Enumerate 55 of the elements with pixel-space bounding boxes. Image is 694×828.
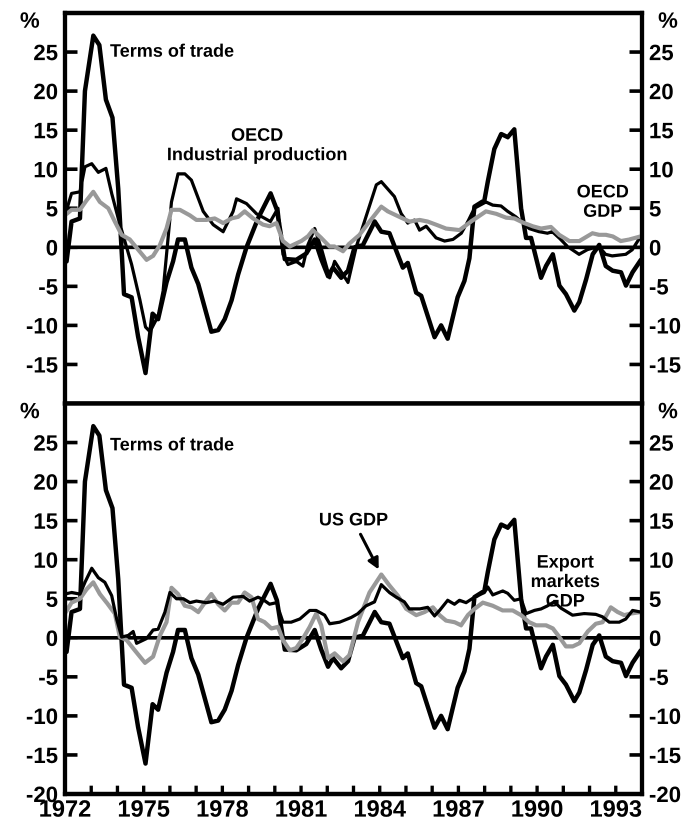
y-tick-label: 10 (34, 162, 58, 178)
y-tick-label: 5 (46, 592, 58, 608)
y-tick-label: 25 (34, 435, 58, 451)
y2-tick-label: -5 (650, 670, 668, 686)
y-tick-label: -15 (26, 748, 58, 764)
y2-tick-label: 5 (650, 592, 661, 608)
y2-tick-label: 20 (650, 84, 673, 100)
x-tick-label: 1981 (276, 800, 327, 817)
x-tick-label: 1975 (118, 800, 170, 817)
text: US GDP (320, 512, 388, 526)
y-tick-label: -10 (26, 708, 58, 724)
y-tick-label: 5 (46, 201, 58, 217)
y-tick-label: -10 (26, 318, 58, 334)
y-tick-label: 0 (46, 630, 58, 646)
y-tick-label: -5 (39, 279, 58, 295)
y-tick-label: 0 (46, 240, 58, 256)
y2-tick-label: -15 (650, 748, 680, 764)
x-tick-label: 1972 (40, 800, 90, 817)
y-axis-title: % (20, 12, 40, 28)
y2-tick-label: -20 (650, 786, 680, 802)
y2-tick-label: 20 (650, 474, 673, 490)
y-tick-label: 15 (34, 122, 58, 138)
y-tick-label: 15 (34, 513, 58, 529)
y-tick-label: -20 (26, 786, 58, 802)
series-label: Terms of trade (110, 44, 234, 57)
x-tick-label: 1993 (591, 800, 642, 817)
y2-tick-label: 25 (650, 44, 674, 60)
series-label: OECD Industrial production (168, 128, 346, 164)
series-label: Terms of trade (110, 437, 234, 451)
x-tick-label: 1984 (354, 800, 406, 817)
y-tick-label: -5 (39, 670, 58, 686)
y2-tick-label: -10 (650, 318, 680, 334)
y2-tick-label: 10 (650, 552, 673, 568)
y2-tick-label: 10 (650, 162, 673, 178)
y2-tick-label: 0 (650, 630, 660, 646)
y-tick-label: 25 (34, 44, 58, 60)
y2-tick-label: 25 (650, 435, 674, 451)
y2-tick-label: 15 (650, 513, 674, 529)
y2-tick-label: 5 (650, 201, 661, 217)
y-tick-label: 10 (34, 552, 58, 568)
y-tick-label: -15 (26, 357, 58, 373)
y2-axis-title: % (658, 402, 678, 418)
x-tick-label: 1978 (198, 800, 248, 817)
y2-axis-title: % (658, 12, 678, 28)
y-tick-label: 20 (34, 474, 58, 490)
y-tick-label: 20 (34, 84, 58, 100)
y2-tick-label: 0 (650, 240, 660, 256)
y2-tick-label: -5 (650, 279, 668, 295)
x-tick-label: 1987 (434, 800, 484, 817)
series-label: OECD GDP (577, 184, 628, 217)
y-axis-title: % (20, 402, 40, 418)
y2-tick-label: -15 (650, 357, 680, 373)
x-tick-label: 1990 (512, 800, 562, 817)
y2-tick-label: -10 (650, 708, 680, 724)
y2-tick-label: 15 (650, 122, 674, 138)
